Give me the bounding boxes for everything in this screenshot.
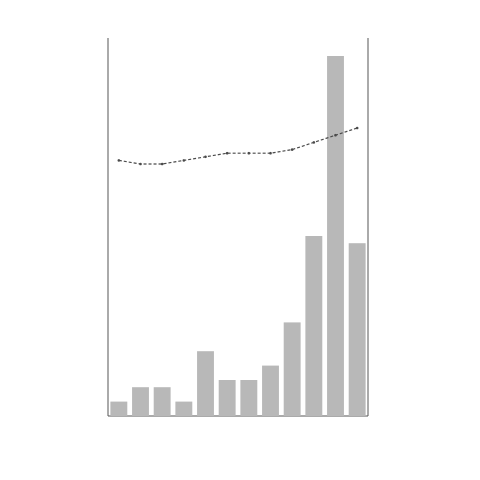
line-point xyxy=(139,162,142,166)
line-point xyxy=(182,159,186,162)
bar xyxy=(175,401,193,416)
line-point xyxy=(160,162,164,166)
line-point xyxy=(204,155,207,159)
bar xyxy=(327,56,344,416)
bar xyxy=(110,401,128,416)
bar xyxy=(305,236,323,416)
bar-series xyxy=(110,56,366,416)
line-point xyxy=(269,151,272,155)
bar xyxy=(153,387,171,416)
bar xyxy=(132,387,149,416)
bar xyxy=(262,365,279,416)
line-point xyxy=(225,151,229,155)
bar xyxy=(283,322,301,416)
line-point xyxy=(355,126,359,130)
bar xyxy=(218,380,236,416)
bar xyxy=(240,380,258,416)
line-point xyxy=(117,159,121,162)
line-path xyxy=(118,127,358,165)
line-point xyxy=(312,141,316,144)
bar xyxy=(197,351,214,416)
line-point xyxy=(290,148,294,151)
line-point xyxy=(334,133,337,137)
line-series xyxy=(117,126,359,166)
plot-frame xyxy=(107,38,369,417)
line-point xyxy=(247,151,251,155)
bar xyxy=(348,243,366,416)
